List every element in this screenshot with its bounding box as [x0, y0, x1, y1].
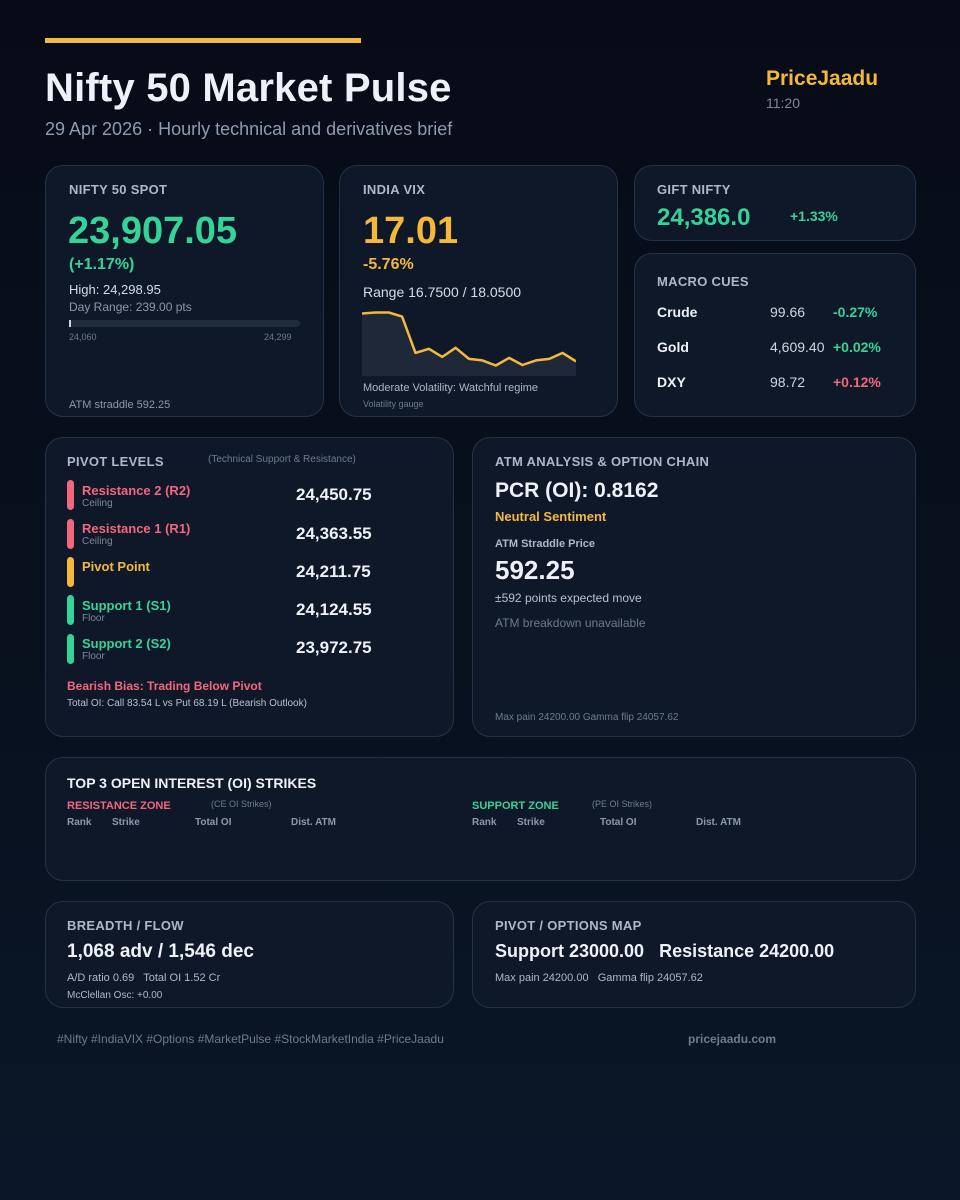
atm-breakdown: ATM breakdown unavailable [495, 616, 646, 630]
pivot-r2-bar [67, 480, 74, 510]
breadth-label: BREADTH / FLOW [67, 918, 184, 933]
pivot-pp-value: 24,211.75 [296, 562, 371, 581]
pivot-s2-sub: Floor [82, 651, 105, 662]
spot-high: High: 24,298.95 [69, 282, 161, 297]
vix-sparkline [362, 311, 576, 376]
gift-card: GIFT NIFTY 24,386.0 +1.33% [634, 165, 916, 241]
breadth-card: BREADTH / FLOW 1,068 adv / 1,546 dec A/D… [45, 901, 454, 1008]
atm-straddle-label: ATM Straddle Price [495, 538, 596, 550]
resistance-zone-label: RESISTANCE ZONE [67, 800, 171, 812]
spot-day-range: Day Range: 239.00 pts [69, 300, 192, 314]
vix-label: INDIA VIX [363, 182, 426, 197]
vix-value: 17.01 [363, 210, 459, 252]
pivot-s1-sub: Floor [82, 613, 105, 624]
range-track [69, 320, 300, 327]
macro-crude-change: -0.27% [833, 304, 878, 320]
pivot-s1-name: Support 1 (S1) [82, 598, 171, 613]
gift-change: +1.33% [790, 208, 838, 224]
atm-sentiment: Neutral Sentiment [495, 509, 607, 524]
vix-sparkline-area [362, 312, 576, 376]
pivot-map-line1: Max pain 24200.00 Gamma flip 24057.62 [495, 972, 703, 984]
support-zone-label: SUPPORT ZONE [472, 800, 559, 812]
atm-card: ATM ANALYSIS & OPTION CHAIN PCR (OI): 0.… [472, 437, 916, 737]
sup-col-total-oi: Total OI [600, 817, 637, 828]
pivot-s2-bar [67, 634, 74, 664]
support-zone-note: (PE OI Strikes) [592, 799, 653, 809]
pivot-r1-sub: Ceiling [82, 536, 113, 547]
brand-time: 11:20 [766, 95, 800, 111]
pivot-pp-bar [67, 557, 74, 587]
vix-sparkline-line [362, 311, 576, 367]
pivot-note: (Technical Support & Resistance) [208, 454, 356, 465]
macro-dxy-change: +0.12% [833, 374, 881, 390]
footer-tags: #Nifty #IndiaVIX #Options #MarketPulse #… [57, 1032, 444, 1046]
pivot-r2-value: 24,450.75 [296, 485, 372, 504]
gift-value: 24,386.0 [657, 204, 751, 231]
macro-card: MACRO CUES Crude 99.66 -0.27% Gold 4,609… [634, 253, 916, 417]
resistance-zone-note: (CE OI Strikes) [211, 799, 272, 809]
vix-card: INDIA VIX 17.01 -5.76% Range 16.7500 / 1… [339, 165, 618, 417]
range-marker [69, 320, 71, 327]
spot-change: (+1.17%) [69, 256, 135, 273]
pivot-label: PIVOT LEVELS [67, 454, 164, 469]
spot-card: NIFTY 50 SPOT 23,907.05 (+1.17%) High: 2… [45, 165, 324, 417]
sup-col-strike: Strike [517, 817, 545, 828]
brand-name: PriceJaadu [766, 67, 879, 90]
res-col-rank: Rank [67, 817, 92, 828]
vix-change: -5.76% [363, 256, 414, 273]
res-col-dist-atm: Dist. ATM [291, 817, 336, 828]
pivot-r2-name: Resistance 2 (R2) [82, 483, 191, 498]
breadth-headline: 1,068 adv / 1,546 dec [67, 941, 254, 962]
pivot-pp-name: Pivot Point [82, 559, 150, 574]
range-high: 24,299 [264, 332, 292, 342]
atm-straddle-value: 592.25 [495, 555, 575, 585]
macro-gold-value: 4,609.40 [770, 339, 825, 355]
pivot-oi: Total OI: Call 83.54 L vs Put 68.19 L (B… [67, 698, 307, 709]
pivot-r2-sub: Ceiling [82, 498, 113, 509]
macro-gold-name: Gold [657, 339, 689, 355]
sup-col-dist-atm: Dist. ATM [696, 817, 741, 828]
pivot-map-card: PIVOT / OPTIONS MAP Support 23000.00 Res… [472, 901, 916, 1008]
pivot-r1-bar [67, 519, 74, 549]
macro-crude-name: Crude [657, 304, 698, 320]
res-col-strike: Strike [112, 817, 140, 828]
atm-pcr: PCR (OI): 0.8162 [495, 479, 659, 502]
range-low: 24,060 [69, 332, 97, 342]
gift-label: GIFT NIFTY [657, 182, 731, 197]
macro-dxy-name: DXY [657, 374, 686, 390]
breadth-line2: McClellan Osc: +0.00 [67, 990, 163, 1001]
pivot-bias: Bearish Bias: Trading Below Pivot [67, 679, 262, 693]
atm-label: ATM ANALYSIS & OPTION CHAIN [495, 454, 710, 469]
pivot-s1-bar [67, 595, 74, 625]
pivot-s2-value: 23,972.75 [296, 638, 372, 657]
pivot-r1-name: Resistance 1 (R1) [82, 521, 191, 536]
macro-gold-change: +0.02% [833, 339, 881, 355]
pivot-s2-name: Support 2 (S2) [82, 636, 171, 651]
oi-strikes-title: TOP 3 OPEN INTEREST (OI) STRIKES [67, 775, 317, 791]
atm-expected-move: ±592 points expected move [495, 591, 642, 605]
res-col-total-oi: Total OI [195, 817, 232, 828]
pivot-map-headline: Support 23000.00 Resistance 24200.00 [495, 941, 835, 961]
oi-strikes-card: TOP 3 OPEN INTEREST (OI) STRIKES RESISTA… [45, 757, 916, 881]
vix-gauge-label: Volatility gauge [363, 399, 424, 409]
vix-regime: Moderate Volatility: Watchful regime [363, 382, 539, 394]
sup-col-rank: Rank [472, 817, 497, 828]
spot-label: NIFTY 50 SPOT [69, 182, 168, 197]
spot-price: 23,907.05 [68, 210, 238, 252]
footer-site-link[interactable]: pricejaadu.com [688, 1032, 777, 1046]
pivot-r1-value: 24,363.55 [296, 524, 372, 543]
accent-bar [45, 38, 361, 43]
macro-label: MACRO CUES [657, 274, 749, 289]
pivot-s1-value: 24,124.55 [296, 600, 372, 619]
breadth-line1: A/D ratio 0.69 Total OI 1.52 Cr [67, 972, 221, 984]
atm-footer: Max pain 24200.00 Gamma flip 24057.62 [495, 712, 679, 723]
page-title: Nifty 50 Market Pulse [45, 66, 452, 110]
page-subtitle: 29 Apr 2026 · Hourly technical and deriv… [45, 119, 453, 139]
spot-straddle: ATM straddle 592.25 [69, 399, 171, 411]
macro-dxy-value: 98.72 [770, 374, 806, 390]
pivot-card: PIVOT LEVELS (Technical Support & Resist… [45, 437, 454, 737]
vix-range: Range 16.7500 / 18.0500 [363, 284, 522, 300]
pivot-map-label: PIVOT / OPTIONS MAP [495, 918, 642, 933]
macro-crude-value: 99.66 [770, 304, 806, 320]
